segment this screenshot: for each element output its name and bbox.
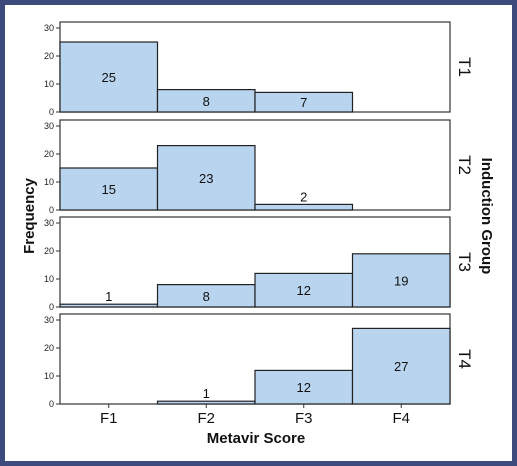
y-tick-label-t2-0: 0 [49, 205, 54, 215]
panel-label-t4: T4 [455, 349, 474, 369]
data-label-t3-f3: 12 [297, 283, 311, 298]
y-tick-label-t3-10: 10 [44, 274, 54, 284]
bar-t2-f2 [156, 145, 256, 211]
bar-t1-f1 [59, 41, 159, 113]
data-label-t3-f1: 1 [105, 289, 112, 304]
y-tick-label-t1-0: 0 [49, 107, 54, 117]
y-tick-label-t4-20: 20 [44, 343, 54, 353]
y-tick-label-t2-30: 30 [44, 121, 54, 131]
data-label-t3-f4: 19 [394, 273, 408, 288]
data-label-t4-f2: 1 [203, 386, 210, 401]
y-tick-label-t1-30: 30 [44, 23, 54, 33]
x-tick-label-f3: F3 [295, 410, 313, 427]
panel-label-t1: T1 [455, 57, 474, 77]
data-label-t2-f3: 2 [300, 189, 307, 204]
bar-t3-f3 [254, 272, 354, 308]
x-tick-label-f2: F2 [197, 410, 215, 427]
y-tick-label-t4-10: 10 [44, 371, 54, 381]
panel-group-title: Induction Group [478, 158, 495, 275]
y-tick-label-t1-20: 20 [44, 51, 54, 61]
y-tick-label-t4-30: 30 [44, 315, 54, 325]
data-label-t1-f2: 8 [203, 94, 210, 109]
data-label-t2-f2: 23 [199, 171, 213, 186]
panel-label-t2: T2 [455, 155, 474, 175]
bar-t3-f4 [351, 253, 451, 308]
y-tick-label-t3-0: 0 [49, 302, 54, 312]
y-tick-label-t2-10: 10 [44, 177, 54, 187]
bar-t1-f3 [254, 91, 354, 113]
x-axis-title: Metavir Score [207, 430, 305, 447]
data-label-t3-f2: 8 [203, 289, 210, 304]
y-tick-label-t1-10: 10 [44, 79, 54, 89]
bar-t4-f2 [156, 400, 256, 405]
x-tick-label-f1: F1 [100, 410, 118, 427]
data-label-t4-f4: 27 [394, 359, 408, 374]
data-label-t1-f3: 7 [300, 95, 307, 110]
data-label-t1-f1: 25 [102, 70, 116, 85]
y-tick-label-t3-20: 20 [44, 246, 54, 256]
data-label-t2-f1: 15 [102, 182, 116, 197]
x-tick-label-f4: F4 [392, 410, 410, 427]
bar-t3-f1 [59, 303, 159, 308]
y-axis-title: Frequency [21, 177, 38, 254]
y-tick-label-t3-30: 30 [44, 218, 54, 228]
bar-t2-f3 [254, 203, 354, 211]
data-label-t4-f3: 12 [297, 380, 311, 395]
panel-label-t3: T3 [455, 252, 474, 272]
y-tick-label-t4-0: 0 [49, 399, 54, 409]
y-tick-label-t2-20: 20 [44, 149, 54, 159]
